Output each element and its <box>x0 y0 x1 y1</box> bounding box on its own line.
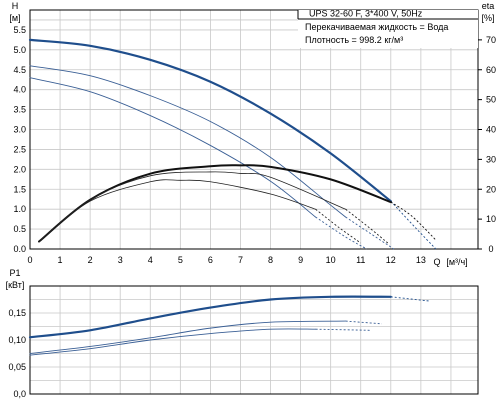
eta-tick-label: 20 <box>486 184 496 194</box>
bottom-curve-p2 <box>29 320 347 354</box>
eta-tick-label: 40 <box>486 125 496 135</box>
p1-axis-unit: [кВт] <box>6 280 25 290</box>
top-curve-eta3-extension <box>315 208 362 244</box>
bottom-plot-frame <box>29 285 479 395</box>
bottom-curve-p3-extension <box>315 328 370 331</box>
eta-tick-label: 60 <box>486 65 496 75</box>
q-tick-label: 11 <box>356 255 365 265</box>
h-tick-label: 1.5 <box>13 184 26 194</box>
h-tick-label: 3.0 <box>13 125 26 135</box>
h-tick-label: 2.0 <box>13 164 26 174</box>
top-curve-h1-extension <box>390 200 437 250</box>
q-tick-label: 6 <box>208 255 213 265</box>
h-tick-label: 5.5 <box>13 25 26 35</box>
tick-labels: 0.00.51.01.52.02.53.03.54.04.55.05.50102… <box>8 25 496 399</box>
h-tick-label: 5.0 <box>13 45 26 55</box>
bottom-curve-p1 <box>28 295 392 339</box>
h-tick-label: 4.0 <box>13 85 26 95</box>
p1-tick-label: 0,10 <box>8 335 26 345</box>
eta-tick-label: 70 <box>486 35 496 45</box>
top-curve-h2-extension <box>345 216 395 250</box>
top-curve-h3-extension <box>315 216 367 250</box>
q-tick-label: 8 <box>268 255 273 265</box>
q-tick-label: 1 <box>58 255 63 265</box>
q-tick-label: 13 <box>416 255 426 265</box>
h-axis-unit: [м] <box>9 13 20 23</box>
top-curve-eta3 <box>38 179 317 242</box>
h-tick-label: 0.5 <box>13 224 26 234</box>
top-curve-eta1 <box>38 164 392 243</box>
h-tick-label: 0.0 <box>13 244 26 254</box>
q-tick-label: 12 <box>386 255 396 265</box>
eta-tick-label: 50 <box>486 95 496 105</box>
bottom-curve-p1-extension <box>390 296 430 302</box>
q-tick-label: 3 <box>118 255 123 265</box>
q-axis-label: Q <box>433 257 440 267</box>
chart-title: UPS 32-60 F, 3*400 V, 50Hz <box>309 9 423 19</box>
bottom-chart-grid <box>29 286 478 394</box>
p1-axis-label: P1 <box>9 268 20 278</box>
top-curve-eta2 <box>38 171 347 242</box>
top-curve-eta2-extension <box>345 208 389 244</box>
eta-axis-label: eta <box>482 1 495 11</box>
top-curve-h1 <box>28 38 392 203</box>
q-tick-label: 4 <box>148 255 153 265</box>
p1-tick-label: 0,05 <box>8 362 26 372</box>
bottom-curve-p2-extension <box>345 320 382 325</box>
top-curve-eta1-extension <box>390 201 437 241</box>
q-tick-label: 7 <box>238 255 243 265</box>
density-label: Плотность = 998.2 кг/м³ <box>305 35 403 45</box>
q-tick-label: 5 <box>178 255 183 265</box>
p1-tick-label: 0,0 <box>13 389 26 399</box>
eta-tick-label: 10 <box>486 214 496 224</box>
eta-axis-unit: [%] <box>481 13 494 23</box>
h-tick-label: 3.5 <box>13 105 26 115</box>
h-axis-label: H <box>12 1 19 11</box>
eta-tick-label: 30 <box>486 154 496 164</box>
p1-tick-label: 0,15 <box>8 308 26 318</box>
legend-box <box>298 10 478 48</box>
h-tick-label: 4.5 <box>13 65 26 75</box>
curves <box>28 38 437 356</box>
eta-tick-label: 0 <box>488 244 493 254</box>
q-tick-label: 9 <box>298 255 303 265</box>
bottom-curve-p3 <box>29 328 317 356</box>
top-chart-grid <box>29 10 478 249</box>
q-tick-label: 0 <box>27 255 32 265</box>
q-axis-unit: [м³/ч] <box>446 257 467 267</box>
q-tick-label: 10 <box>326 255 336 265</box>
q-tick-label: 2 <box>88 255 93 265</box>
h-tick-label: 1.0 <box>13 204 26 214</box>
liquid-label: Перекачиваемая жидкость = Вода <box>305 22 448 32</box>
top-curve-h2 <box>29 65 347 218</box>
top-curve-h3 <box>29 77 317 218</box>
h-tick-label: 2.5 <box>13 144 26 154</box>
